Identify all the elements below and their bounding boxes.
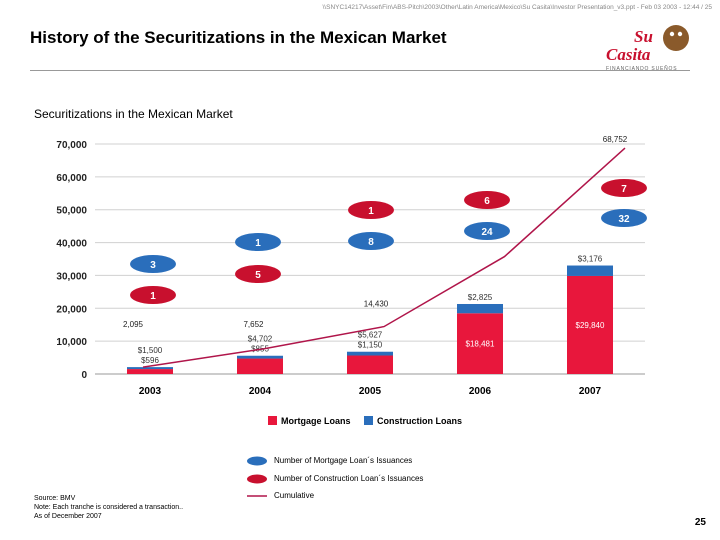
page-title: History of the Securitizations in the Me… [30,28,447,47]
bar-mortgage [457,313,503,374]
label-mortgage: $4,702 [248,335,273,344]
y-tick-label: 40,000 [56,239,87,250]
legend-construction-count: Number of Construction Loan´s Issuances [246,474,423,484]
bar-mortgage [237,358,283,374]
red-oval-icon [247,474,267,484]
mortgage-count-oval [130,255,176,273]
legend-swatch-construction [364,416,373,425]
construction-count-oval [235,265,281,283]
file-path-header: \\SNYC14217\Asset\Fin\ABS-Pitch\2003\Oth… [322,4,713,11]
y-tick-label: 0 [81,370,87,381]
logo-line2: Casita [606,45,651,64]
bar-construction [347,351,393,356]
label-construction: $3,176 [578,255,603,264]
blue-oval-icon [247,456,267,466]
logo-line1: Su [634,27,653,46]
mortgage-count-oval [601,209,647,227]
label-cumulative: 68,752 [603,135,628,144]
label-mortgage: $29,840 [576,321,605,330]
y-tick-label: 20,000 [56,304,87,315]
logo-tagline: FINANCIANDO SUEÑOS [606,65,677,72]
label-mortgage: $1,500 [138,346,163,355]
construction-count: 5 [255,270,261,281]
label-construction: $2,825 [468,293,493,302]
label-construction: $596 [141,356,159,365]
label-mortgage: $18,481 [466,340,495,349]
footnote-source: Source: BMV [34,495,76,502]
mortgage-count: 8 [368,237,374,248]
x-tick-label: 2003 [139,386,162,397]
construction-count-oval [130,286,176,304]
mortgage-count: 1 [255,238,261,249]
label-mortgage: $5,627 [358,331,383,340]
label-cumulative: 2,095 [123,320,144,329]
label-cumulative: 7,652 [243,320,264,329]
mortgage-count: 32 [618,214,630,225]
bar-mortgage [347,355,393,374]
legend-swatch-mortgage [268,416,277,425]
label-construction: $1,150 [358,341,383,350]
y-tick-label: 50,000 [56,206,87,217]
mortgage-count: 24 [481,227,493,238]
construction-count: 7 [621,184,627,195]
bar-construction [457,303,503,314]
y-tick-label: 30,000 [56,271,87,282]
legend-cumulative: Cumulative [246,491,314,501]
x-tick-label: 2005 [359,386,382,397]
footnote-note: Note: Each tranche is considered a trans… [34,504,184,511]
construction-count-oval [601,179,647,197]
bar-construction [127,367,173,370]
mortgage-count-oval [235,233,281,251]
construction-count: 6 [484,196,490,207]
y-tick-label: 10,000 [56,337,87,348]
label-cumulative: 14,430 [364,300,389,309]
chart-title: Securitizations in the Mexican Market [34,107,233,121]
legend-label-mortgage: Mortgage Loans [281,416,351,426]
cumulative-line-icon [247,495,267,497]
title-divider [30,70,690,71]
bar-mortgage [567,275,613,374]
construction-count-oval [348,201,394,219]
page-number: 25 [694,517,706,528]
construction-count: 1 [150,291,156,302]
legend-mortgage-count: Number of Mortgage Loan´s Issuances [246,456,412,466]
bar-construction [567,265,613,276]
su-casita-logo: Su Casita FINANCIANDO SUEÑOS [606,25,689,72]
cumulative-line [142,147,626,368]
bar-mortgage [127,369,173,374]
footnote-as-of: As of December 2007 [34,513,102,520]
footnote: Source: BMV Note: Each tranche is consid… [34,494,183,521]
legend-label-construction: Construction Loans [377,416,462,426]
bar-construction [237,355,283,359]
mortgage-count: 3 [150,260,156,271]
mortgage-count-oval [464,222,510,240]
mortgage-count-oval [348,232,394,250]
x-tick-label: 2007 [579,386,602,397]
construction-count: 1 [368,206,374,217]
construction-count-oval [464,191,510,209]
y-tick-label: 60,000 [56,173,87,184]
x-tick-label: 2004 [249,386,272,397]
x-tick-label: 2006 [469,386,492,397]
beaver-mascot-icon [663,25,689,51]
y-tick-label: 70,000 [56,140,87,151]
